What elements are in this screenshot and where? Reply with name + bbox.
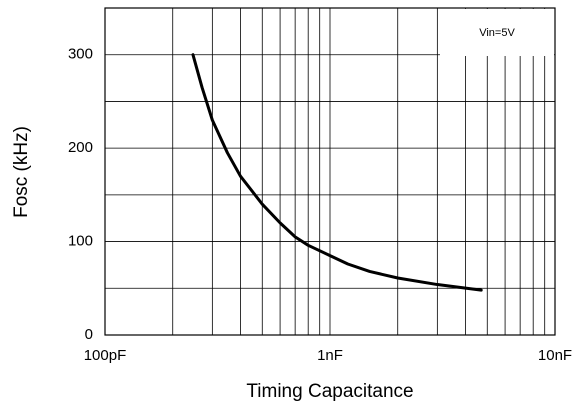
curve: [191, 53, 483, 292]
annotation: Vin=5V: [479, 27, 515, 39]
y-tick-label: 100: [68, 233, 93, 250]
x-tick-label: 10nF: [538, 347, 572, 364]
y-tick-label: 300: [68, 46, 93, 63]
y-tick-label: 0: [85, 326, 93, 343]
y-axis-label: Fosc (kHz): [11, 126, 32, 218]
y-tick-label: 200: [68, 139, 93, 156]
x-tick-label: 1nF: [317, 347, 343, 364]
plot-frame: [104, 7, 556, 336]
x-axis-label: Timing Capacitance: [246, 381, 413, 402]
annotation-box: [440, 9, 554, 56]
x-tick-label: 100pF: [84, 347, 127, 364]
grid: [104, 8, 556, 336]
